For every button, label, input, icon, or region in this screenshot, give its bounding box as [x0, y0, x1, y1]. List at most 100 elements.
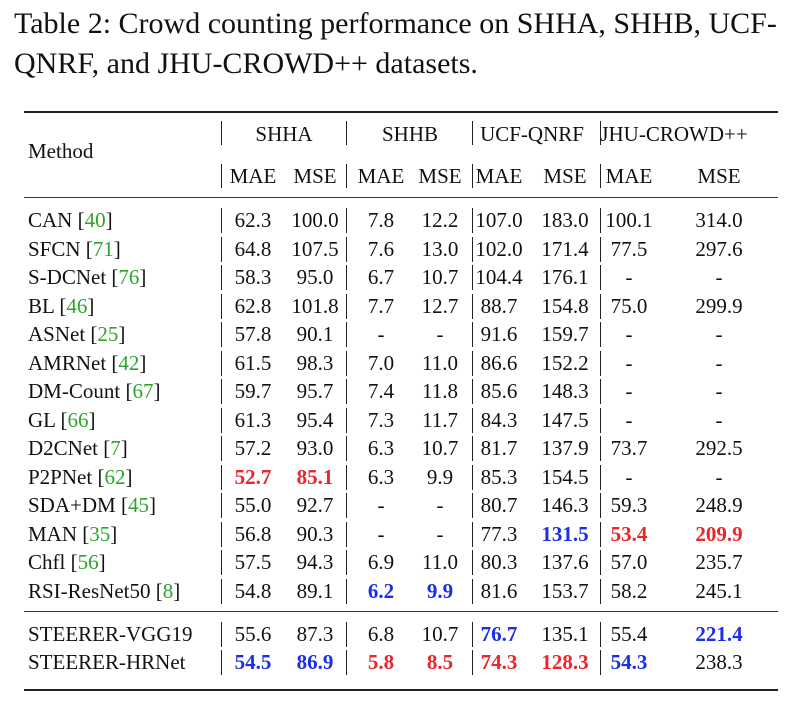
method-name: DM-Count [67] [28, 379, 161, 403]
value-cell: 53.4 [610, 521, 648, 546]
citation-link[interactable]: 40 [84, 208, 106, 232]
value-cell: 81.7 [480, 436, 518, 460]
method-name: RSI-ResNet50 [8] [28, 578, 181, 603]
column-separator [221, 550, 222, 575]
column-separator [221, 464, 222, 490]
method-label: SFCN [28, 236, 81, 261]
value-cell: 11.8 [422, 379, 458, 403]
metric-header: MSE [697, 164, 741, 188]
column-separator [472, 436, 473, 461]
column-separator [221, 622, 222, 647]
column-separator [346, 493, 347, 518]
value-cell: 171.4 [541, 236, 589, 261]
value-cell: 12.7 [421, 293, 459, 318]
column-separator [600, 407, 601, 433]
value-cell: 135.1 [541, 622, 589, 646]
value-cell: - [625, 265, 633, 289]
citation-link[interactable]: 71 [92, 236, 114, 261]
citation-link[interactable]: 45 [127, 493, 149, 517]
value-cell: 7.0 [367, 350, 395, 375]
citation-link[interactable]: 7 [110, 436, 121, 460]
metric-header: MSE [293, 164, 337, 188]
column-separator [346, 293, 347, 319]
column-separator [221, 121, 222, 145]
value-cell: - [625, 322, 633, 346]
column-separator [221, 436, 222, 461]
column-separator [221, 208, 222, 233]
value-cell: 54.8 [234, 578, 272, 603]
column-separator [221, 265, 222, 290]
value-cell: 85.3 [480, 464, 518, 489]
metric-header: MSE [418, 164, 462, 188]
value-cell: 95.0 [296, 265, 334, 289]
citation-link[interactable]: 66 [67, 407, 89, 432]
value-cell: 299.9 [695, 293, 743, 318]
method-label: STEERER-VGG19 [28, 622, 193, 646]
column-separator [472, 236, 473, 262]
column-separator [472, 379, 473, 404]
citation-link[interactable]: 46 [66, 293, 88, 318]
value-cell: 11.0 [422, 350, 458, 375]
column-separator [600, 293, 601, 319]
column-separator [346, 265, 347, 290]
value-cell: 5.8 [367, 650, 395, 674]
value-cell: 104.4 [475, 265, 523, 289]
column-separator [600, 121, 601, 145]
value-cell: 92.7 [296, 493, 334, 517]
citation-link[interactable]: 35 [89, 521, 111, 546]
column-separator [346, 464, 347, 490]
value-cell: 154.8 [541, 293, 589, 318]
value-cell: 159.7 [541, 322, 589, 346]
method-label: ASNet [28, 322, 86, 346]
column-separator [472, 293, 473, 319]
value-cell: 55.6 [234, 622, 272, 646]
citation-link[interactable]: 62 [104, 464, 126, 489]
value-cell: 84.3 [480, 407, 518, 432]
value-cell: - [715, 407, 723, 432]
column-separator [472, 350, 473, 376]
value-cell: 56.8 [234, 521, 272, 546]
value-cell: - [715, 322, 723, 346]
citation-link[interactable]: 8 [162, 578, 174, 603]
method-name: P2PNet [62] [28, 464, 133, 489]
value-cell: 77.3 [480, 521, 518, 546]
citation-link[interactable]: 56 [77, 550, 99, 574]
value-cell: 61.3 [234, 407, 272, 432]
column-separator [221, 521, 222, 547]
method-name: SDA+DM [45] [28, 493, 156, 517]
method-name: ASNet [25] [28, 322, 126, 346]
column-separator [472, 121, 473, 145]
column-separator [472, 493, 473, 518]
method-label: BL [28, 293, 55, 318]
value-cell: 59.7 [234, 379, 272, 403]
value-cell: 76.7 [480, 622, 518, 646]
column-separator [472, 550, 473, 575]
bottom-rule [24, 689, 778, 691]
method-label: RSI-ResNet50 [28, 578, 151, 603]
value-cell: 58.2 [610, 578, 648, 603]
value-cell: 86.9 [296, 650, 334, 674]
value-cell: 176.1 [541, 265, 589, 289]
citation-link[interactable]: 42 [118, 350, 140, 375]
dataset-header: JHU-CROWD++ [600, 122, 748, 146]
citation-link[interactable]: 25 [97, 322, 119, 346]
column-separator [600, 379, 601, 404]
method-name: MAN [35] [28, 521, 118, 546]
column-separator [346, 379, 347, 404]
method-header: Method [28, 139, 94, 163]
citation-link[interactable]: 67 [132, 379, 154, 403]
column-separator [346, 436, 347, 461]
value-cell: 297.6 [695, 236, 743, 261]
value-cell: 55.4 [610, 622, 648, 646]
value-cell: 248.9 [695, 493, 743, 517]
value-cell: - [625, 379, 633, 403]
value-cell: 10.7 [421, 436, 459, 460]
method-name: CAN [40] [28, 208, 113, 232]
value-cell: 131.5 [541, 521, 589, 546]
value-cell: 12.2 [421, 208, 459, 232]
citation-link[interactable]: 76 [118, 265, 140, 289]
value-cell: 6.9 [367, 550, 395, 574]
value-cell: 6.3 [367, 436, 395, 460]
column-separator [600, 265, 601, 290]
value-cell: 74.3 [480, 650, 518, 674]
